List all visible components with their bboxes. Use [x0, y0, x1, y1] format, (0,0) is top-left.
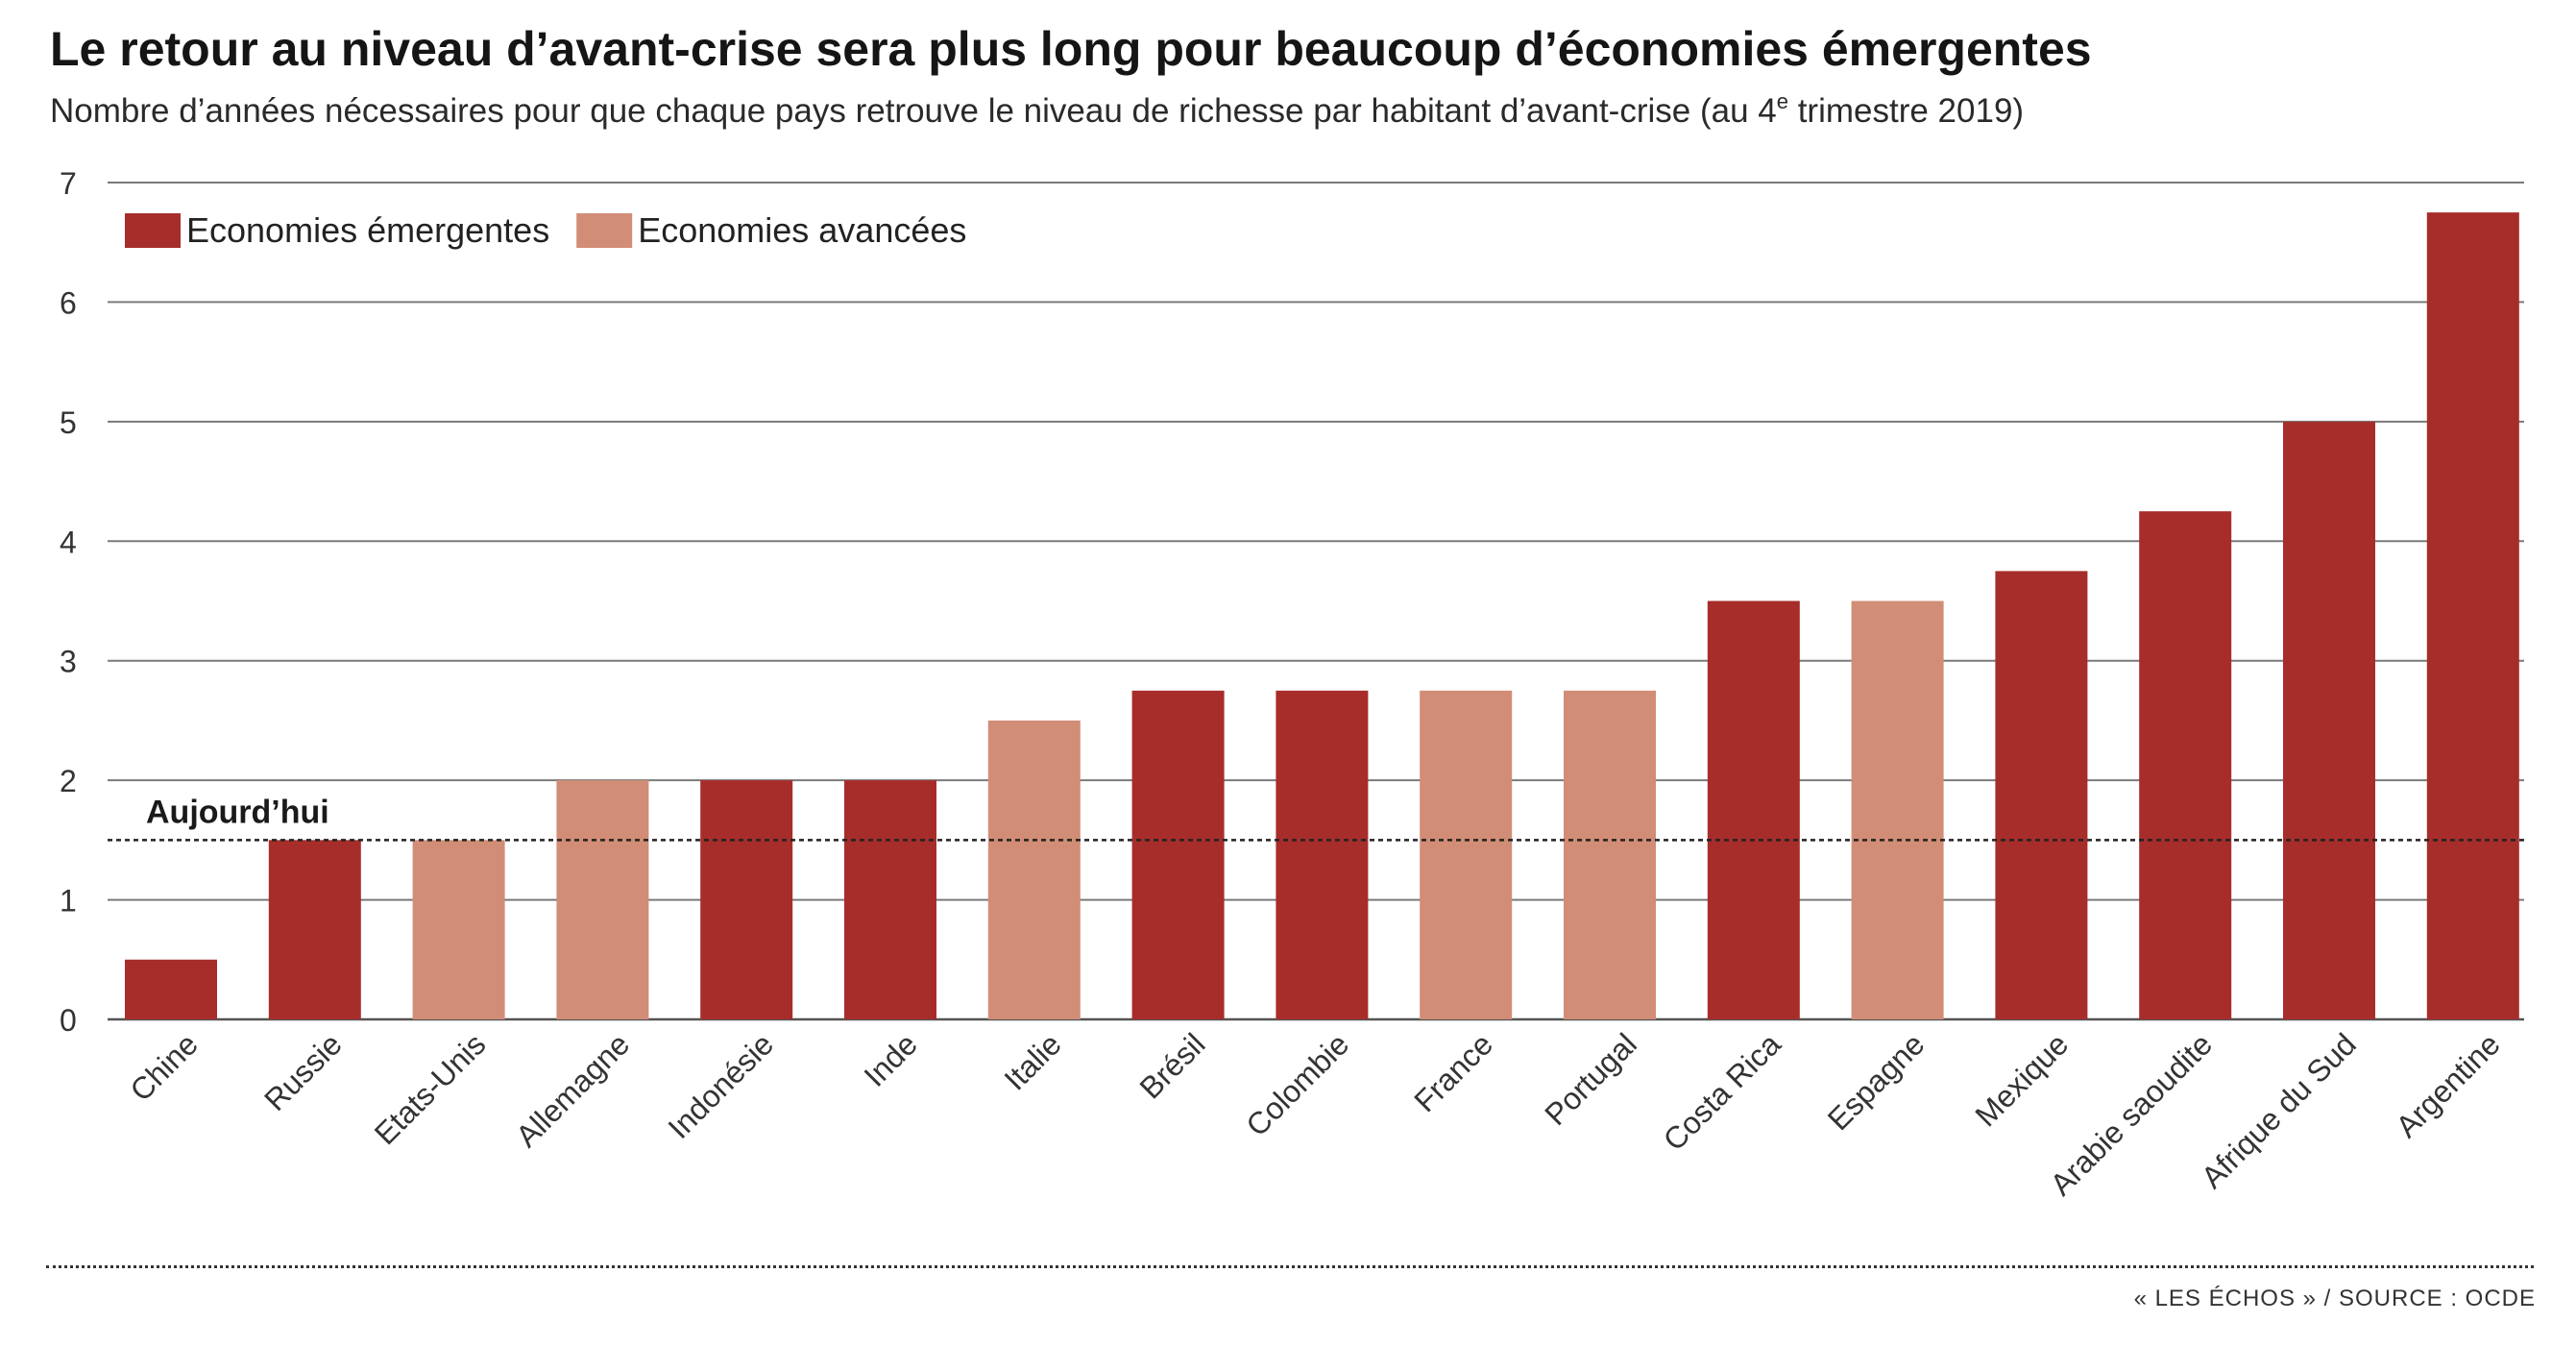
legend-label: Economies avancées: [638, 210, 966, 250]
x-tick-label: Indonésie: [662, 1026, 781, 1145]
x-tick-label: Russie: [257, 1026, 349, 1117]
x-tick-label: France: [1407, 1026, 1499, 1118]
reference-line-label: Aujourd’hui: [146, 794, 329, 830]
y-tick-label: 0: [60, 1003, 77, 1038]
subtitle-main: Nombre d’années nécessaires pour que cha…: [50, 92, 1777, 130]
bar: [1851, 600, 1944, 1019]
chart-title: Le retour au niveau d’avant-crise sera p…: [50, 22, 2092, 76]
y-tick-label: 6: [60, 285, 77, 320]
x-tick-label: Afrique du Sud: [2195, 1026, 2363, 1194]
bar: [1420, 690, 1513, 1019]
x-tick-label: Mexique: [1968, 1026, 2075, 1133]
bar: [1564, 690, 1656, 1019]
y-tick-label: 2: [60, 764, 77, 798]
bar: [2139, 511, 2232, 1019]
bar: [2283, 421, 2375, 1019]
subtitle-end: trimestre 2019): [1787, 92, 2025, 130]
bar: [844, 780, 936, 1019]
footer-divider: [46, 1265, 2534, 1268]
y-tick-label: 7: [60, 166, 77, 201]
bar: [1276, 690, 1369, 1019]
source-credit: « LES ÉCHOS » / SOURCE : OCDE: [2133, 1286, 2536, 1311]
x-tick-label: Colombie: [1239, 1026, 1355, 1142]
bar: [125, 959, 217, 1019]
y-tick-label: 4: [60, 525, 77, 559]
subtitle-superscript: e: [1776, 89, 1788, 113]
y-tick-label: 1: [60, 884, 77, 918]
x-tick-label: Italie: [997, 1026, 1067, 1096]
y-tick-label: 3: [60, 645, 77, 679]
y-tick-label: 5: [60, 405, 77, 440]
x-tick-label: Espagne: [1821, 1026, 1932, 1137]
bar: [1707, 600, 1800, 1019]
x-tick-label: Inde: [857, 1026, 923, 1092]
x-tick-label: Allemagne: [509, 1026, 636, 1153]
x-tick-label: Argentine: [2389, 1026, 2506, 1143]
bar: [700, 780, 793, 1019]
bar: [268, 840, 361, 1019]
x-tick-label: Chine: [123, 1026, 205, 1108]
x-tick-label: Costa Rica: [1657, 1026, 1787, 1157]
legend-label: Economies émergentes: [186, 210, 549, 250]
x-tick-label: Portugal: [1538, 1026, 1643, 1132]
bar: [412, 840, 505, 1019]
bar: [2426, 212, 2519, 1019]
bar: [556, 780, 649, 1019]
x-tick-label: Brésil: [1133, 1026, 1212, 1105]
legend-swatch: [125, 213, 181, 248]
chart-subtitle: Nombre d’années nécessaires pour que cha…: [50, 89, 2025, 131]
x-tick-label: Etats-Unis: [368, 1026, 493, 1151]
legend-swatch: [576, 213, 633, 248]
bar: [1131, 690, 1225, 1019]
bar: [1995, 571, 2088, 1019]
bar: [987, 720, 1081, 1019]
